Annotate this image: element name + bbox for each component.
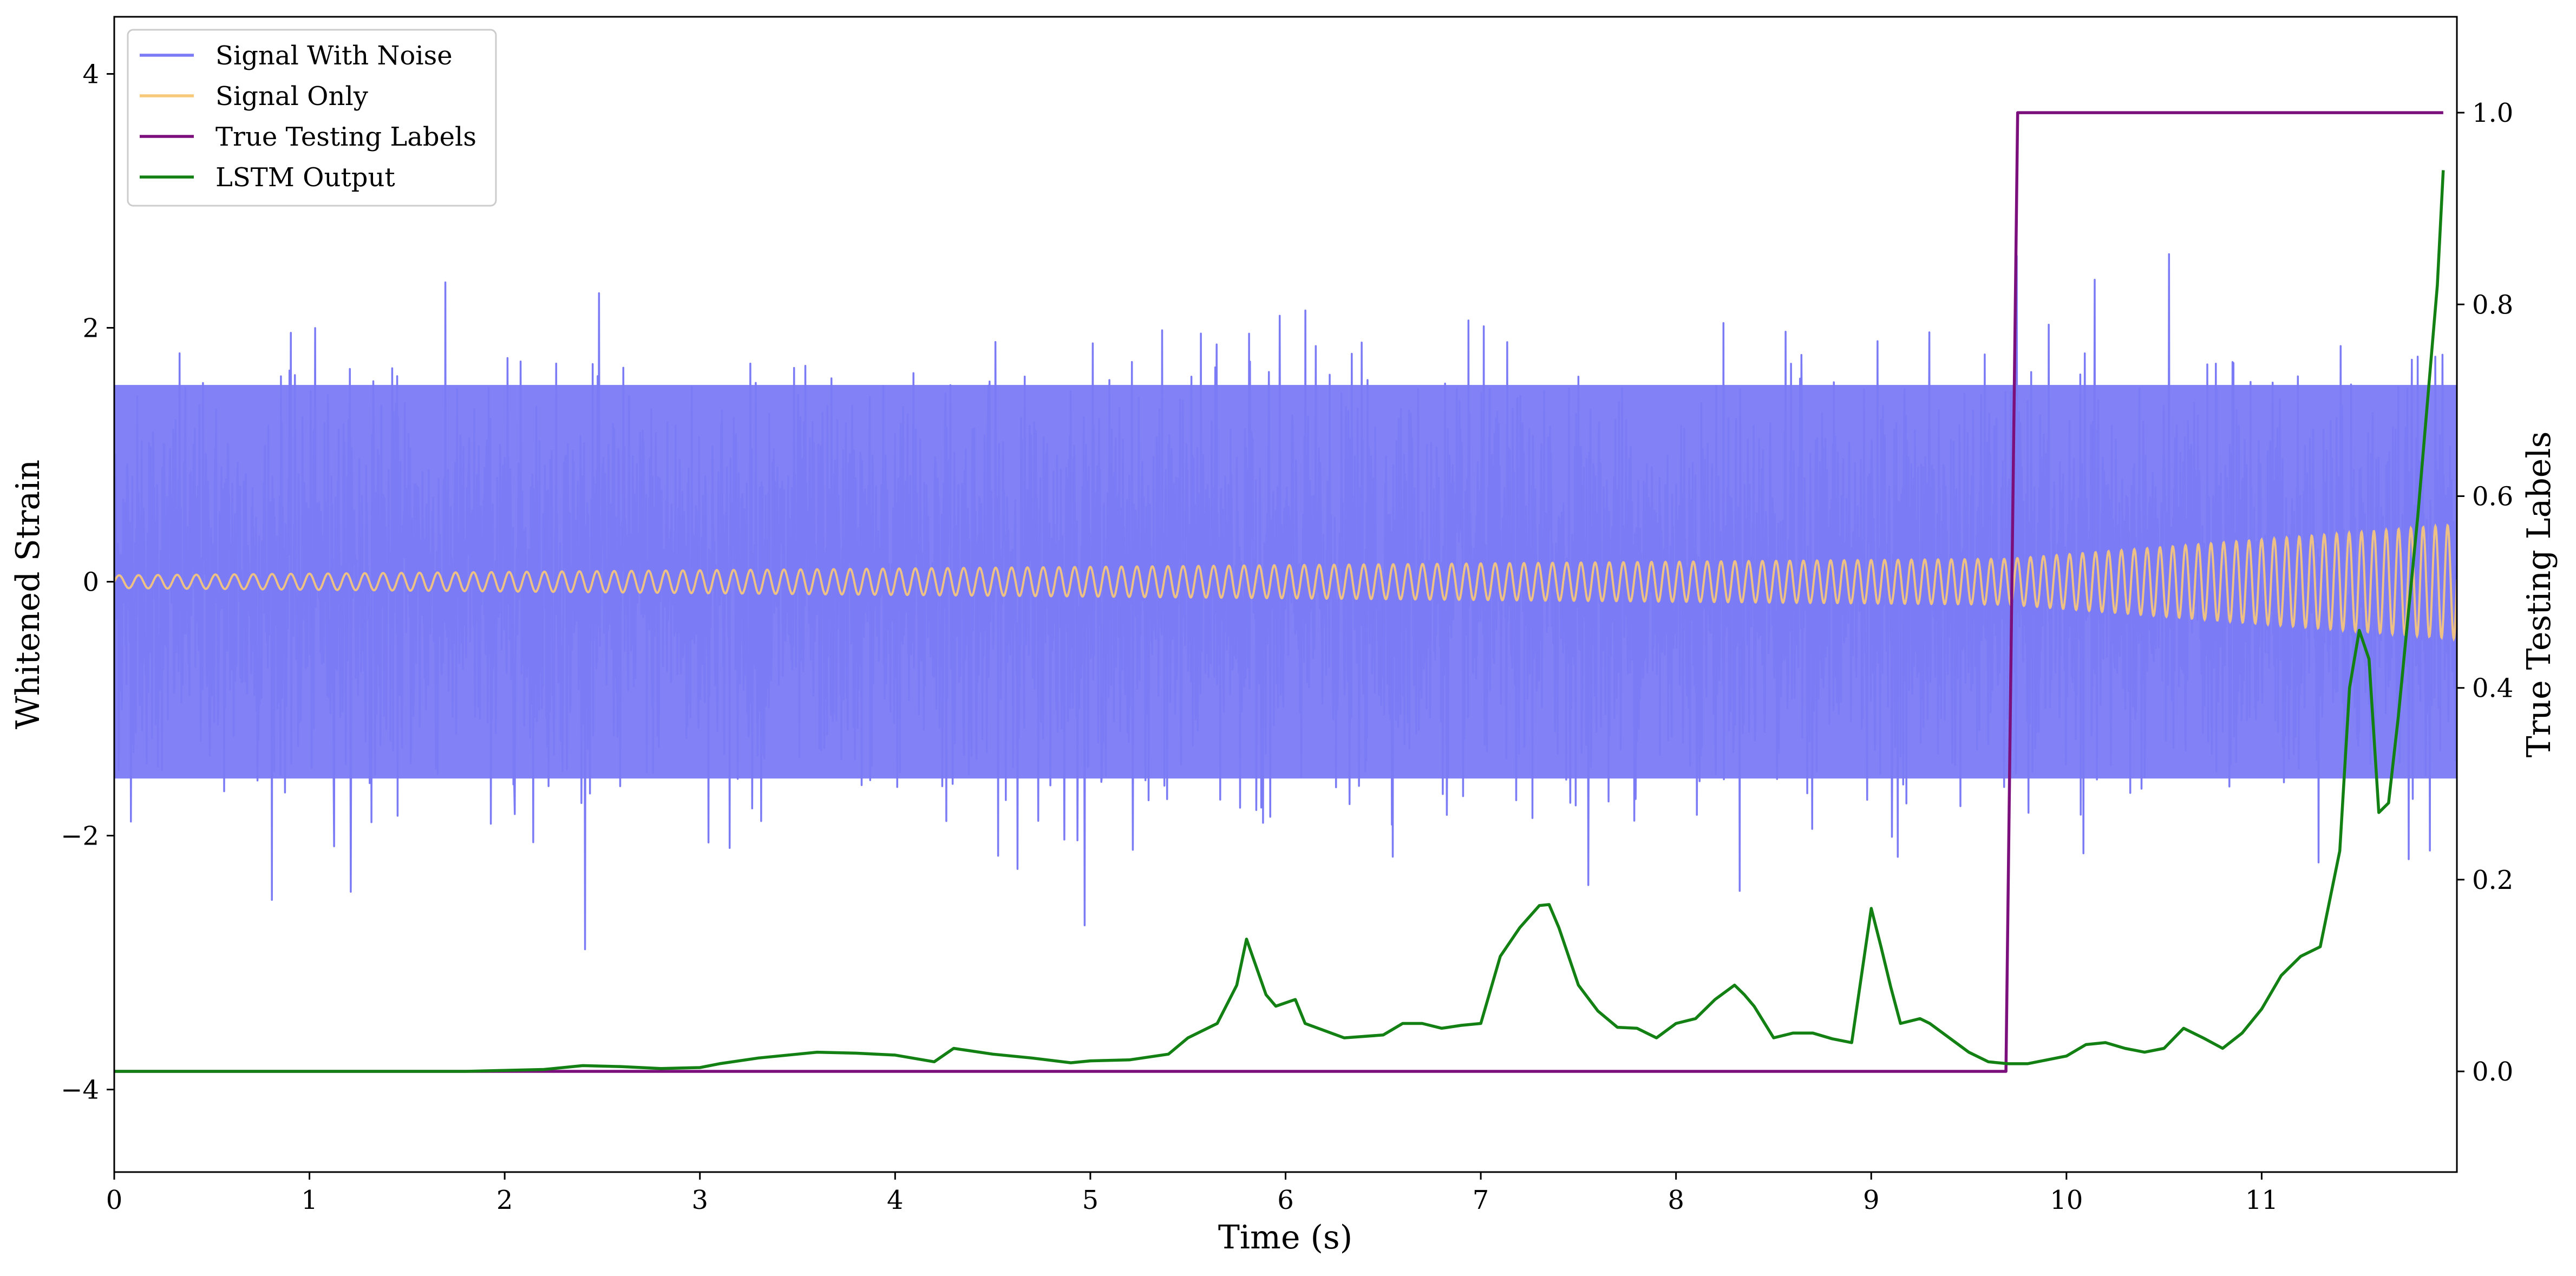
series-line-true-testing-labels	[114, 111, 2443, 1073]
y2-tick-label: 0.4	[2472, 673, 2513, 704]
x-tick-label: 6	[1277, 1185, 1294, 1215]
legend-box	[127, 29, 497, 207]
legend-label: Signal Only	[215, 81, 368, 112]
y-tick-label: −2	[61, 821, 99, 852]
y2-tick-label: 0.8	[2472, 290, 2513, 320]
x-tick-label: 0	[106, 1185, 123, 1215]
y2-axis-label: True Testing Labels	[2520, 431, 2558, 758]
y-tick-label: −4	[61, 1075, 99, 1105]
legend-label: LSTM Output	[215, 162, 395, 193]
y2-tick-label: 0.2	[2472, 865, 2513, 895]
y-tick-label: 4	[82, 60, 99, 90]
x-axis-label: Time (s)	[1218, 1219, 1352, 1257]
x-tick-label: 4	[887, 1185, 904, 1215]
legend-label: Signal With Noise	[215, 41, 453, 71]
x-tick-label: 1	[301, 1185, 318, 1215]
series-line-signal-only	[114, 523, 2457, 642]
x-tick-label: 11	[2245, 1185, 2278, 1215]
x-tick-label: 5	[1082, 1185, 1099, 1215]
y2-tick-label: 0.6	[2472, 481, 2513, 512]
y2-tick-label: 1.0	[2472, 98, 2513, 128]
y2-tick-label: 0.0	[2472, 1057, 2513, 1087]
x-tick-label: 10	[2050, 1185, 2083, 1215]
x-tick-label: 8	[1668, 1185, 1684, 1215]
y-axis-label: Whitened Strain	[9, 460, 47, 729]
y-tick-label: 0	[82, 567, 99, 598]
x-tick-label: 9	[1863, 1185, 1880, 1215]
x-tick-label: 7	[1473, 1185, 1489, 1215]
x-tick-label: 3	[691, 1185, 708, 1215]
series-line-signal-with-noise	[114, 253, 2457, 951]
legend-label: True Testing Labels	[215, 122, 476, 152]
x-tick-label: 2	[496, 1185, 513, 1215]
series-line-lstm-output	[114, 170, 2445, 1073]
y-tick-label: 2	[82, 313, 99, 344]
